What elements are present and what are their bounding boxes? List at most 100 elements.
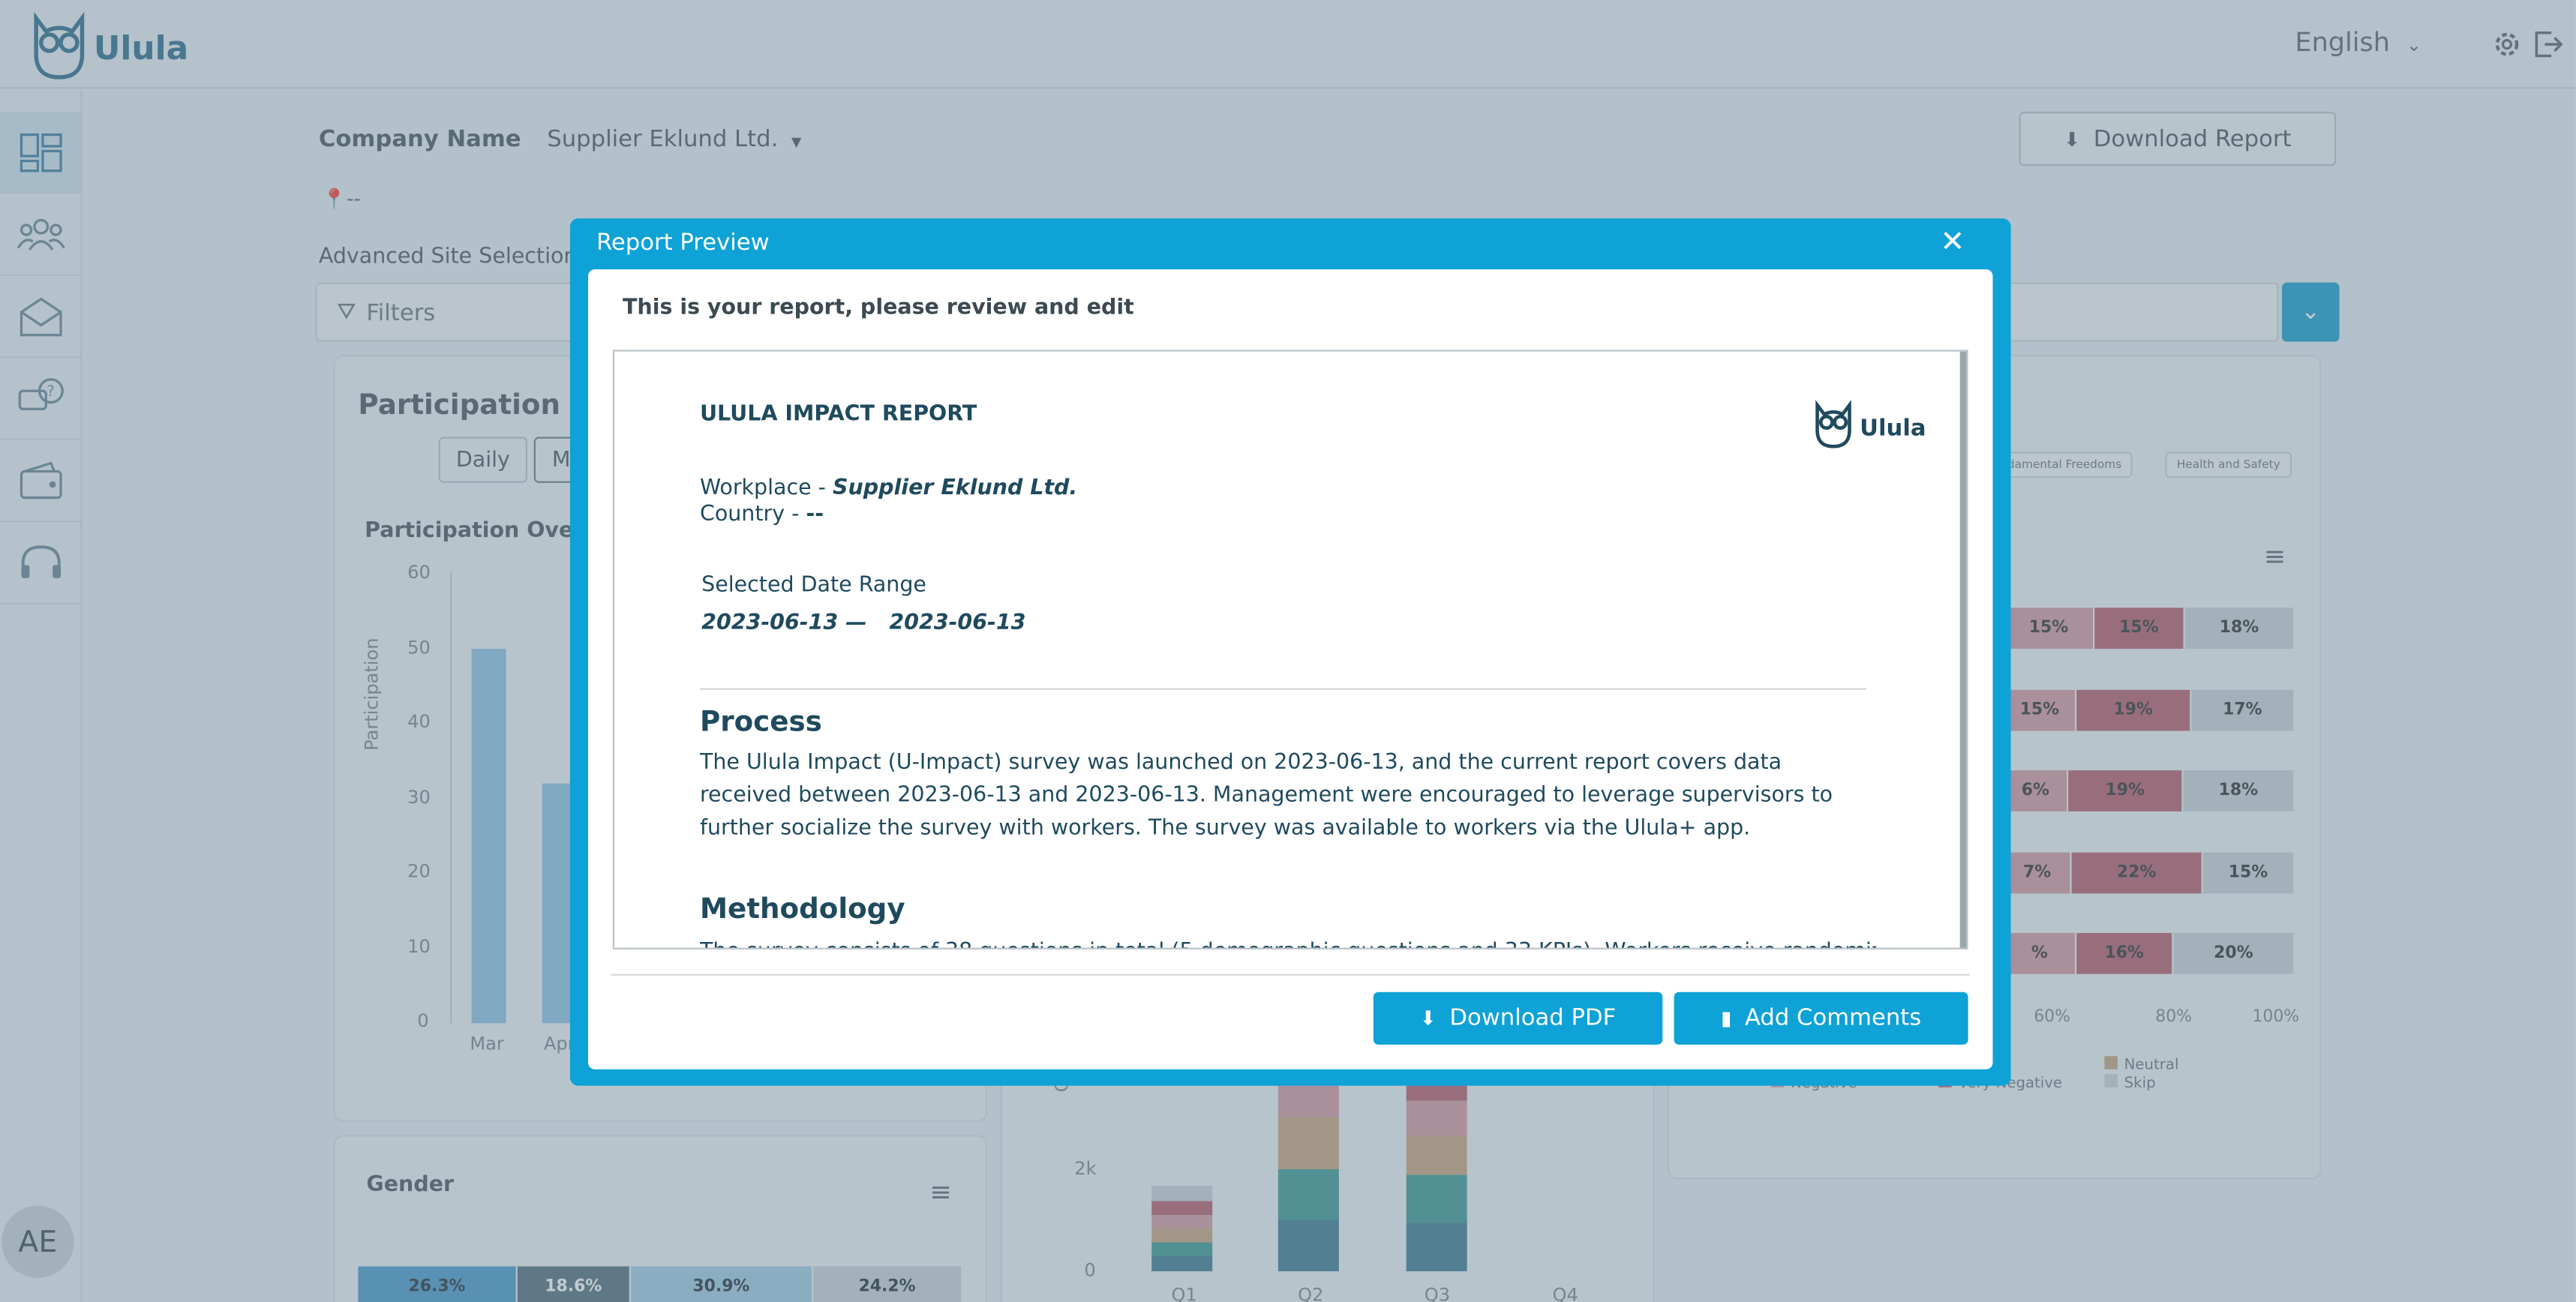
map-pin-icon: 📍 [322,187,347,211]
gender-segment: 30.9% [630,1266,812,1302]
kpi-segment: 19% [2068,770,2182,812]
y-tick: 60 [407,561,431,584]
workplace-label: Workplace - [699,476,833,501]
workplace-row: Workplace - Supplier Eklund Ltd. [700,476,1077,501]
sidebar-item-dashboard[interactable] [0,111,81,194]
owl-logo-icon [1815,400,1851,448]
gender-card: Gender ≡ 26.3% 18.6% 30.9% 24.2% [333,1135,988,1302]
report-document[interactable]: ULULA IMPACT REPORT Ulula Workplace - Su… [612,350,1968,950]
country-label: Country - [699,502,806,527]
tab-daily[interactable]: Daily [438,436,527,483]
x-tick: Apr [543,1033,575,1054]
kpi-segment: % [2004,932,2075,974]
dashboard-icon [19,132,62,172]
y-tick: 20 [407,860,431,883]
chat-question-icon: ? [17,377,63,410]
sidebar-item-support[interactable] [0,522,81,604]
footer-divider [611,974,1970,976]
filters-expand-button[interactable]: ⌄ [2281,282,2340,342]
gender-title: Gender [366,1172,455,1198]
language-selector[interactable]: English ⌄ [2295,26,2421,58]
x-tick: Q2 [1298,1284,1324,1302]
x-tick: 60% [2034,1008,2070,1027]
legend-item: Skip [2104,1074,2156,1092]
company-select[interactable]: Supplier Eklund Ltd. ▼ [547,127,801,153]
kpi-segment: 15% [2094,608,2184,650]
date-range-value: 2023-06-13 — 2023-06-13 [701,611,1025,636]
hamburger-menu-icon[interactable]: ≡ [929,1176,952,1208]
y-axis-line [450,572,452,1024]
x-tick: Mar [470,1033,504,1054]
gender-segment: 18.6% [517,1266,629,1302]
methodology-text: The survey consists of 38 questions in t… [700,936,1876,948]
kpi-segment: 6% [2004,770,2067,812]
sidebar-item-surveys[interactable] [0,276,81,358]
filters-label: Filters [366,300,436,327]
y-tick: 2k [1074,1157,1097,1180]
y-tick: 40 [407,711,431,733]
top-bar: Ulula English ⌄ [0,0,2576,89]
scrollbar[interactable] [1959,351,1967,948]
modal-subtitle: This is your report, please review and e… [623,296,1134,321]
kpi-segment: 16% [2076,932,2172,974]
advanced-site-label: Advanced Site Selection [318,244,578,270]
logout-icon[interactable] [2532,28,2565,61]
report-title: ULULA IMPACT REPORT [699,402,977,428]
date-to: 2023-06-13 [889,610,1026,636]
company-select-value: Supplier Eklund Ltd. [547,126,779,153]
user-avatar[interactable]: AE [2,1205,74,1278]
download-icon: ⬇ [1419,1006,1437,1030]
kpi-segment: 15% [2004,689,2075,731]
stacked-bar-q1 [1151,1186,1213,1272]
x-tick: Q3 [1424,1284,1451,1302]
chevron-down-icon: ⌄ [2406,34,2422,56]
y-tick: 0 [417,1010,429,1032]
modal-body: This is your report, please review and e… [588,269,1993,1070]
date-from: 2023-06-13 — [701,610,867,636]
kpi-segment: 15% [2004,608,2094,650]
add-comments-button[interactable]: ▮ Add Comments [1674,992,1968,1045]
download-report-label: Download Report [2093,125,2292,152]
app-logo-text: Ulula [93,28,189,68]
location-row: 📍-- [322,188,361,211]
gender-segment: 24.2% [813,1266,962,1302]
survey-mail-icon [19,296,62,336]
report-preview-modal: Report Preview ✕ This is your report, pl… [569,218,2011,1086]
x-tick: 80% [2155,1008,2192,1027]
report-logo-text: Ulula [1860,416,1926,442]
headset-icon [20,544,60,578]
kpi-segment: 18% [2183,770,2294,812]
settings-gear-icon[interactable] [2490,28,2523,61]
kpi-segment: 22% [2071,852,2202,894]
location-value: -- [346,187,361,211]
add-comments-label: Add Comments [1744,1005,1922,1032]
country-row: Country - -- [700,502,824,527]
sidebar-item-wallet[interactable] [0,440,81,523]
workplace-value: Supplier Eklund Ltd. [833,476,1078,501]
download-icon: ⬇ [2064,127,2081,151]
divider [699,688,1866,690]
category-chip[interactable]: Health and Safety [2165,452,2292,478]
filter-funnel-icon: ⛛ [336,298,356,326]
x-tick: Q1 [1171,1284,1197,1302]
sidebar-item-grievances[interactable]: ? [0,358,81,440]
modal-title: Report Preview [596,230,770,256]
x-tick: Q4 [1552,1284,1578,1302]
kpi-segment: 17% [2191,689,2294,731]
download-report-button[interactable]: ⬇ Download Report [2019,111,2337,166]
kpi-segment: 20% [2173,932,2294,974]
participation-title: Participation [358,389,560,422]
kpi-segment: 19% [2076,689,2190,731]
wallet-icon [19,460,62,499]
sidebar-item-users[interactable] [0,194,81,276]
owl-logo-icon [34,11,85,80]
country-value: -- [806,502,824,527]
legend-label: Neutral [2124,1058,2179,1075]
kpi-segment: 18% [2184,608,2294,650]
y-tick: 30 [407,787,431,808]
hamburger-menu-icon[interactable]: ≡ [2263,540,2286,572]
download-pdf-button[interactable]: ⬇ Download PDF [1373,992,1663,1045]
close-icon[interactable]: ✕ [1940,225,1965,260]
svg-text:?: ? [46,382,53,399]
stacked-bar-q2 [1277,1085,1339,1272]
